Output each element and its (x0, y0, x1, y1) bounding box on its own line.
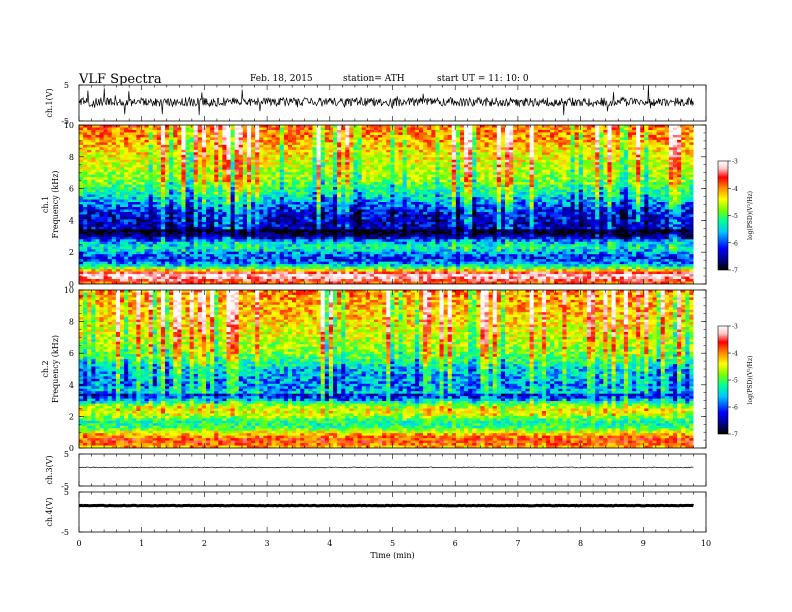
station-label: station= ATH (343, 74, 405, 84)
x-tick-label: 3 (265, 539, 270, 548)
x-tick-label: 6 (453, 539, 458, 548)
ch2-spectrogram-colorbar-tick: -5 (732, 378, 738, 385)
ch1-spectrogram-y-tick-label: 2 (69, 248, 74, 257)
x-tick-label: 5 (390, 539, 395, 548)
ch1-spectrogram-colorbar-tick: -4 (732, 186, 738, 193)
ch2-spectrogram-colorbar-tick: -7 (732, 432, 738, 439)
ch1-waveform-ylabel: ch.1(V) (45, 88, 54, 117)
x-tick-label: 8 (578, 539, 583, 548)
x-tick-label: 9 (641, 539, 646, 548)
date-label: Feb. 18, 2015 (250, 74, 313, 84)
ch1-spectrogram-y-tick-label: 0 (69, 280, 74, 289)
x-tick-label: 2 (202, 539, 207, 548)
ch2-spectrogram-y-tick-label: 0 (69, 444, 74, 453)
ch4-waveform-trace (78, 503, 695, 508)
ch1-waveform-y-tick-label: -5 (61, 117, 69, 126)
ch2-spectrogram-colorbar-tick: -3 (732, 324, 738, 331)
x-tick-label: 1 (139, 539, 144, 548)
ch2-spectrogram (79, 290, 706, 448)
ch1-spectrogram-colorbar-label: log(PSD)(V²/Hz) (747, 191, 754, 240)
ch3-waveform-y-tick-label: 5 (64, 450, 69, 459)
ch2-spectrogram-y-tick-label: 6 (69, 349, 74, 358)
ch1-spectrogram-colorbar (717, 160, 729, 271)
x-axis-label: Time (min) (370, 551, 414, 560)
ch1-spectrogram-colorbar-tick: -7 (732, 268, 738, 275)
ch2-spectrogram-y-tick-label: 8 (69, 318, 74, 327)
ch3-waveform-ylabel: ch.3(V) (45, 455, 54, 484)
ch2-spectrogram-y-tick-label: 2 (69, 412, 74, 421)
x-tick-label: 10 (701, 539, 711, 548)
ch1-waveform-y-tick-label: 5 (64, 81, 69, 90)
start-time-label: start UT = 11: 10: 0 (437, 74, 529, 84)
x-tick-label: 7 (515, 539, 520, 548)
ch4-waveform-y-tick-label: -5 (61, 528, 69, 537)
ch2-spectrogram-colorbar-label: log(PSD)(V²/Hz) (747, 356, 754, 405)
ch3-waveform-y-tick-label: -5 (61, 482, 69, 491)
ch1-spectrogram-ylabel: Frequency (kHz) (51, 170, 60, 238)
x-tick-label: 0 (76, 539, 81, 548)
ch1-waveform-trace (78, 84, 694, 116)
ch1-spectrogram-y-tick-label: 6 (69, 185, 74, 194)
ch1-spectrogram-colorbar-tick: -6 (732, 240, 738, 247)
ch1-spectrogram-colorbar-tick: -5 (732, 213, 738, 220)
ch1-spectrogram-y-tick-label: 8 (69, 153, 74, 162)
ch4-waveform-ylabel: ch.4(V) (45, 497, 54, 526)
ch3-waveform-trace (78, 466, 694, 469)
ch2-spectrogram-ylabel: Frequency (kHz) (51, 335, 60, 403)
ch1-spectrogram-y-tick-label: 10 (64, 121, 74, 130)
ch1-spectrogram-colorbar-tick: -3 (732, 159, 738, 166)
ch2-spectrogram-colorbar (717, 325, 729, 435)
ch2-spectrogram-colorbar-tick: -6 (732, 405, 738, 412)
ch4-waveform-frame (78, 491, 707, 533)
ch2-spectrogram-colorbar-tick: -4 (732, 351, 738, 358)
ch2-spectrogram-channel-label: ch.2 (41, 360, 50, 377)
ch1-spectrogram (79, 125, 706, 284)
ch1-spectrogram-y-tick-label: 4 (69, 216, 74, 225)
ch1-spectrogram-channel-label: ch.1 (41, 196, 50, 213)
ch4-waveform-y-tick-label: 5 (64, 488, 69, 497)
ch2-spectrogram-y-tick-label: 10 (64, 286, 74, 295)
ch2-spectrogram-y-tick-label: 4 (69, 381, 74, 390)
chart-title: VLF Spectra (79, 72, 162, 87)
x-tick-label: 4 (327, 539, 332, 548)
